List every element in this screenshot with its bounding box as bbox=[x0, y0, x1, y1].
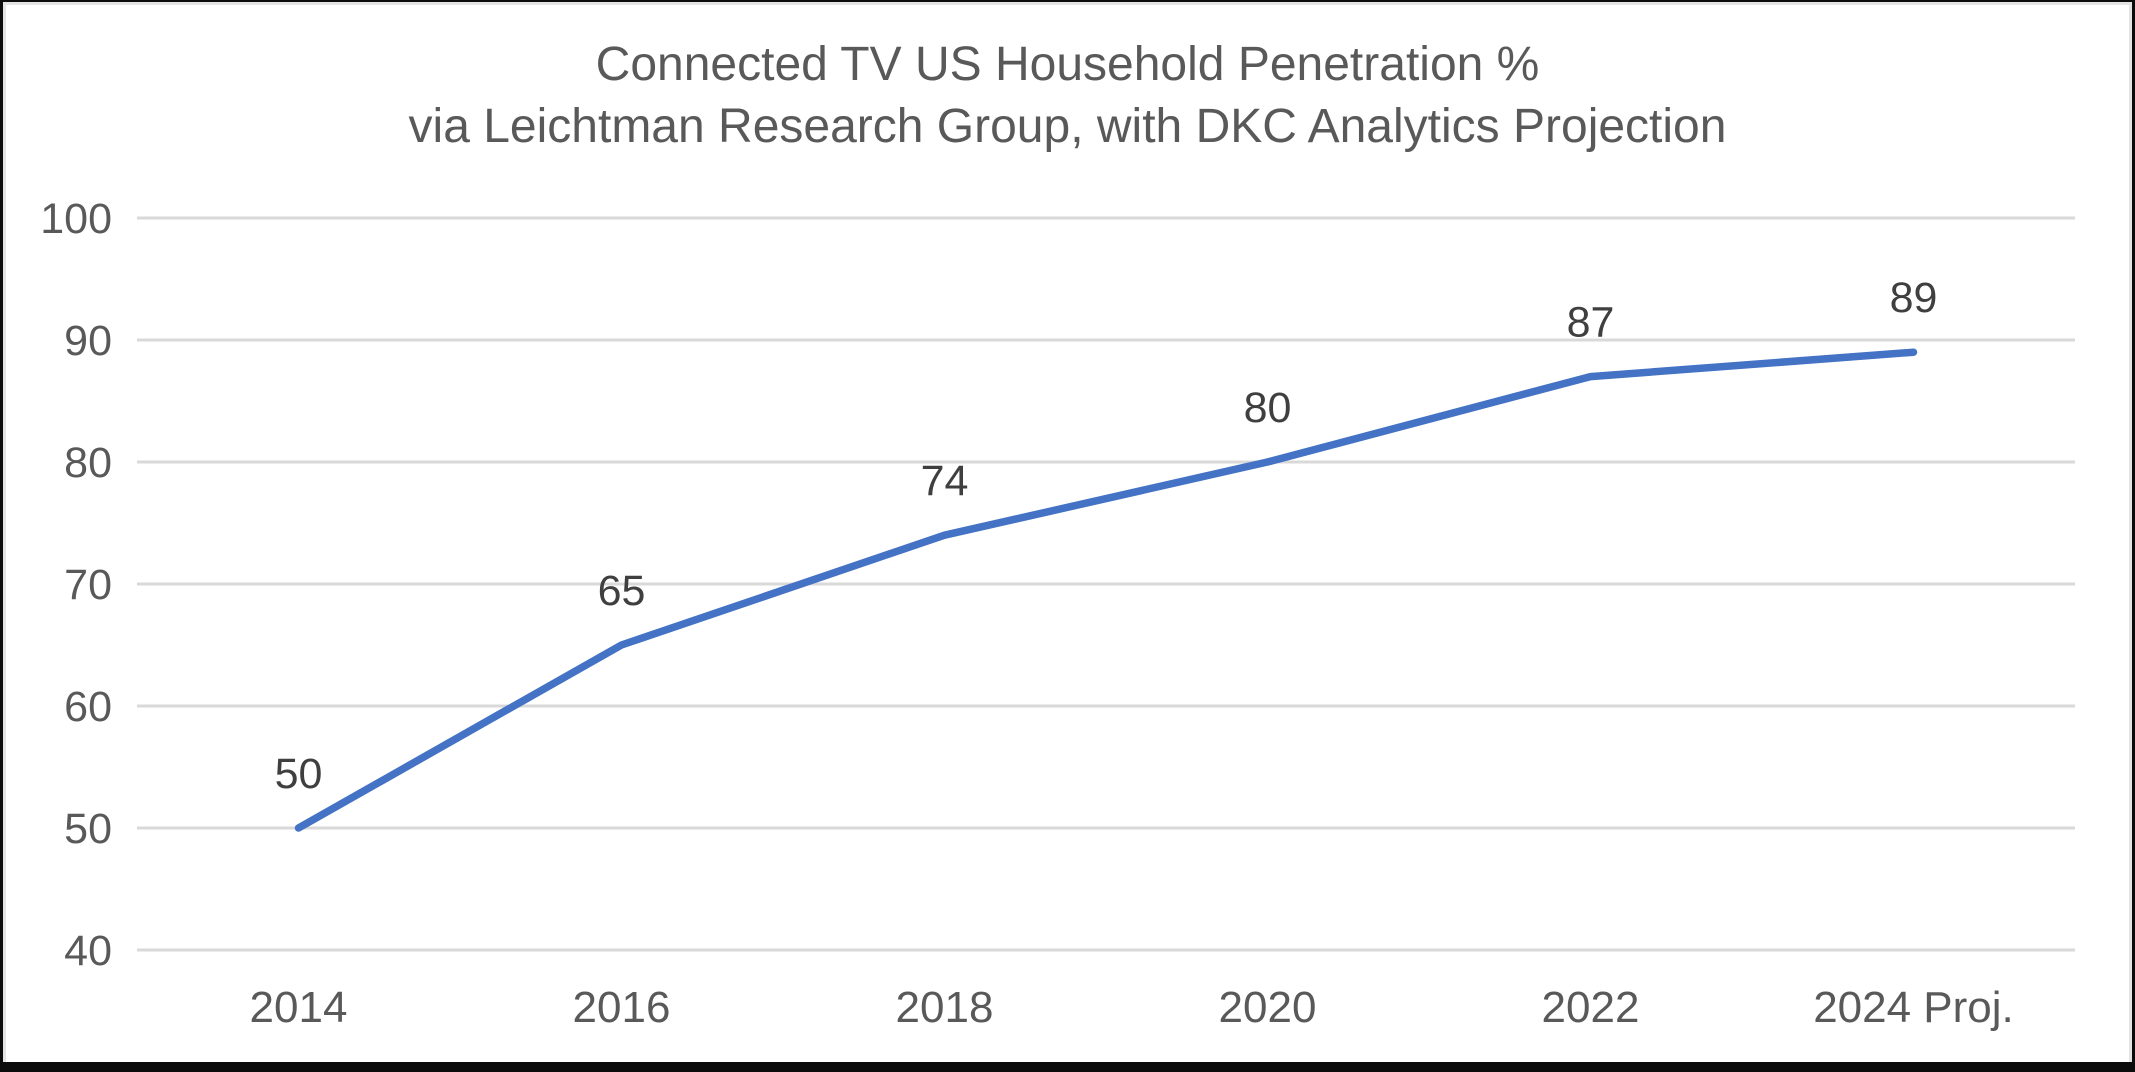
y-tick-label-70: 70 bbox=[64, 561, 112, 609]
y-tick-label-60: 60 bbox=[64, 683, 112, 731]
data-label-2022: 87 bbox=[1567, 299, 1615, 347]
chart-title: Connected TV US Household Penetration % bbox=[595, 38, 1540, 91]
data-label-2020: 80 bbox=[1244, 384, 1292, 432]
x-tick-label-2024-proj-: 2024 Proj. bbox=[1813, 983, 2014, 1032]
data-label-2024-proj-: 89 bbox=[1890, 274, 1938, 322]
data-label-2014: 50 bbox=[275, 750, 323, 798]
y-tick-label-40: 40 bbox=[64, 927, 112, 975]
chart-title-block: Connected TV US Household Penetration % … bbox=[0, 34, 2135, 158]
data-label-2016: 65 bbox=[598, 567, 646, 615]
x-tick-label-2020: 2020 bbox=[1219, 983, 1317, 1032]
chart-subtitle: via Leichtman Research Group, with DKC A… bbox=[408, 100, 1727, 153]
data-label-2018: 74 bbox=[921, 457, 969, 505]
x-tick-label-2018: 2018 bbox=[896, 983, 994, 1032]
series-line bbox=[294, 348, 1918, 832]
y-tick-label-90: 90 bbox=[64, 317, 112, 365]
x-tick-label-2022: 2022 bbox=[1542, 983, 1640, 1032]
x-tick-label-2016: 2016 bbox=[573, 983, 671, 1032]
x-tick-label-2014: 2014 bbox=[250, 983, 348, 1032]
y-tick-label-80: 80 bbox=[64, 439, 112, 487]
y-tick-label-50: 50 bbox=[64, 805, 112, 853]
y-tick-label-100: 100 bbox=[40, 195, 112, 243]
